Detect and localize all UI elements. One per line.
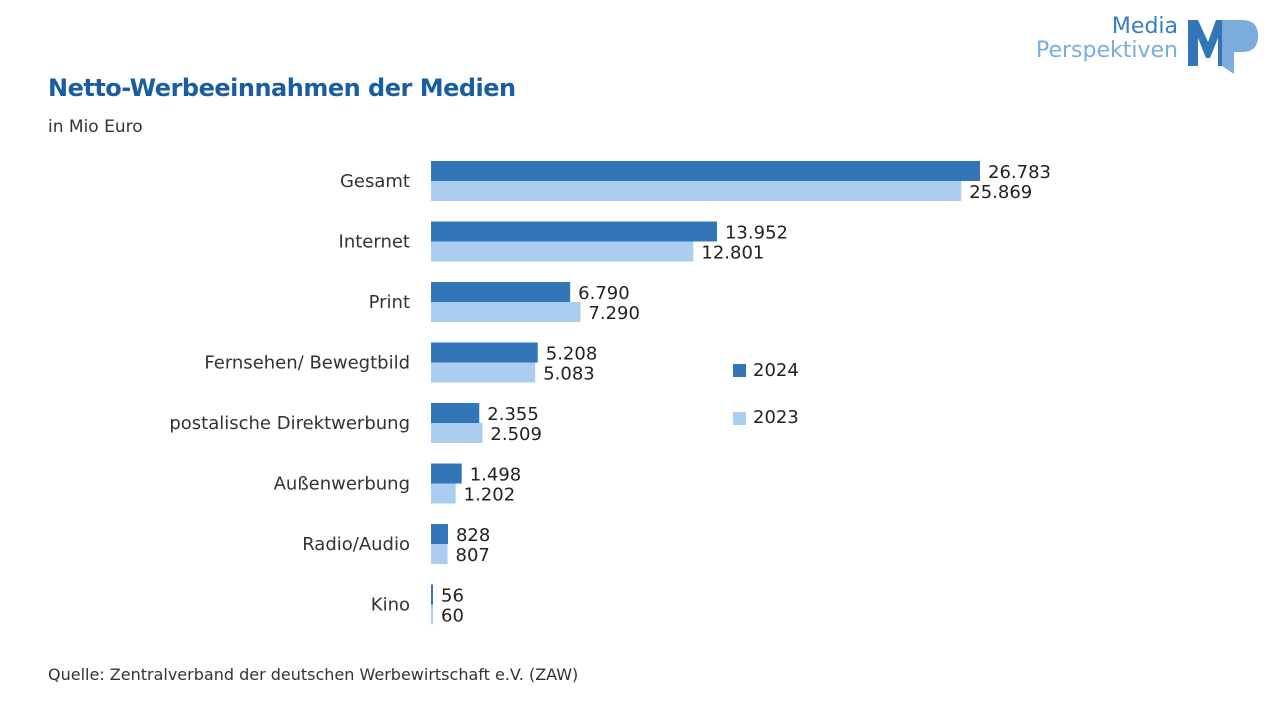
value-label-2024: 1.498 [470, 465, 522, 486]
source-note: Quelle: Zentralverband der deutschen Wer… [48, 665, 579, 684]
value-label-2023: 5.083 [543, 364, 595, 385]
bar-2023 [431, 241, 694, 262]
mp-logo-icon [1188, 20, 1258, 74]
bar-2023 [431, 604, 433, 625]
category-label: Kino [371, 595, 410, 616]
bar-2024 [431, 524, 448, 544]
bar-2024 [431, 342, 538, 363]
value-label-2024: 13.952 [725, 223, 788, 244]
value-label-2024: 5.208 [546, 344, 598, 365]
value-label-2023: 7.290 [588, 303, 640, 324]
value-label-2023: 1.202 [464, 485, 516, 506]
value-label-2023: 807 [456, 545, 490, 566]
bar-2023 [431, 302, 581, 322]
value-label-2023: 60 [441, 606, 464, 627]
category-label: Print [369, 292, 410, 313]
bar-2024 [431, 282, 571, 302]
legend: 2024 2023 [733, 360, 799, 428]
legend-label-2024: 2024 [753, 360, 799, 381]
legend-swatch-2024 [733, 364, 746, 377]
media-perspektiven-logo: Media Perspektiven [1036, 14, 1270, 76]
bar-2023 [431, 483, 456, 504]
category-label: Fernsehen/ Bewegtbild [204, 353, 410, 374]
bar-2024 [431, 584, 433, 605]
legend-label-2023: 2023 [753, 407, 799, 428]
value-label-2024: 2.355 [487, 404, 539, 425]
bar-2023 [431, 544, 448, 564]
value-label-2023: 12.801 [701, 243, 764, 264]
logo-text-perspektiven: Perspektiven [1035, 38, 1178, 63]
bar-2024 [431, 403, 480, 423]
value-label-2024: 26.783 [988, 162, 1051, 183]
legend-swatch-2023 [733, 412, 746, 425]
value-label-2024: 6.790 [578, 283, 630, 304]
chart-subtitle: in Mio Euro [48, 117, 143, 137]
bar-2024 [431, 161, 980, 181]
bar-2023 [431, 423, 483, 443]
bar-2024 [431, 221, 717, 242]
chart-title: Netto-Werbeeinnahmen der Medien [48, 74, 516, 102]
category-label: Radio/Audio [302, 534, 410, 555]
category-label: postalische Direktwerbung [169, 413, 410, 434]
category-label: Gesamt [340, 171, 410, 192]
logo-text-media: Media [1111, 14, 1178, 39]
value-label-2024: 828 [456, 525, 490, 546]
value-label-2023: 2.509 [490, 424, 542, 445]
bar-2024 [431, 463, 462, 484]
bar-2023 [431, 362, 536, 383]
category-label: Internet [339, 232, 410, 253]
value-label-2023: 25.869 [969, 182, 1032, 203]
value-label-2024: 56 [441, 586, 464, 607]
bar-2023 [431, 181, 962, 201]
category-label: Außenwerbung [274, 474, 410, 495]
